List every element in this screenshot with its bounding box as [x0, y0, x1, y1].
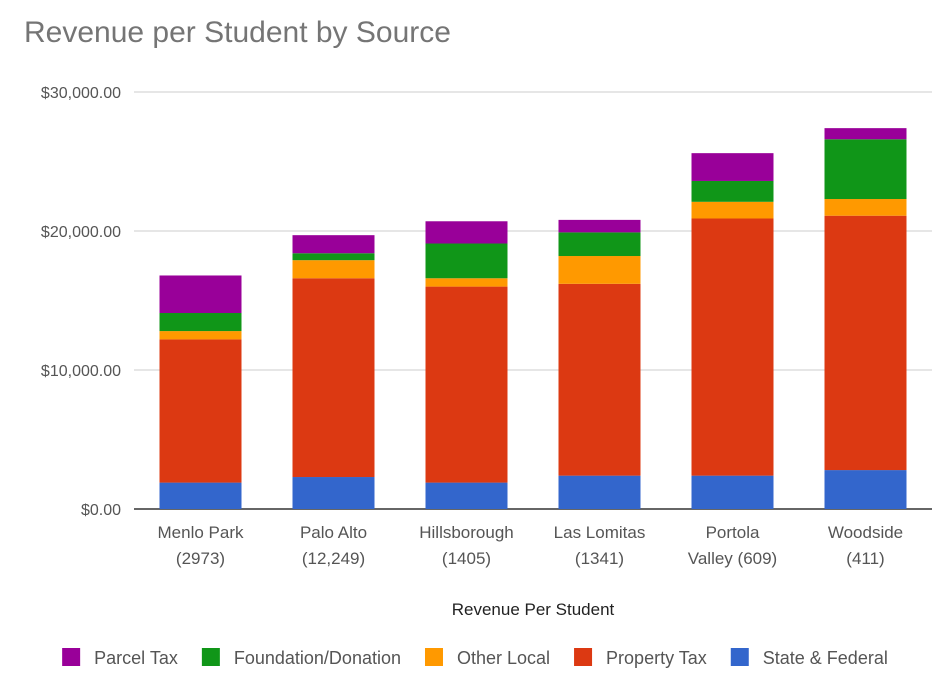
x-tick-label: (1341)	[575, 549, 624, 568]
bar-segment	[691, 180, 774, 202]
bar-segment	[824, 139, 907, 200]
bar-segment	[425, 482, 508, 509]
x-tick-label: Woodside	[828, 523, 903, 542]
legend-label: State & Federal	[763, 648, 888, 668]
bar-segment	[425, 286, 508, 483]
bar-segment	[824, 215, 907, 471]
bar-segment	[558, 283, 641, 476]
bar-segment	[159, 275, 242, 314]
bar-segment	[691, 201, 774, 219]
bar-segment	[292, 235, 375, 254]
bar-segment	[159, 482, 242, 509]
legend-label: Property Tax	[606, 648, 707, 668]
bar-segment	[558, 219, 641, 233]
bar-segment	[824, 128, 907, 140]
bar-segment	[824, 470, 907, 509]
x-tick-label: Menlo Park	[158, 523, 244, 542]
x-tick-label: Palo Alto	[300, 523, 367, 542]
y-tick-label: $0.00	[81, 502, 121, 519]
bar-segment	[425, 278, 508, 287]
bar-segment	[558, 256, 641, 284]
y-tick-label: $20,000.00	[41, 224, 121, 241]
bar-segment	[159, 331, 242, 340]
legend-label: Parcel Tax	[94, 648, 178, 668]
bar-segment	[292, 253, 375, 261]
legend-swatch	[62, 648, 81, 666]
legend-swatch	[201, 648, 220, 666]
legend-swatch	[574, 648, 593, 666]
bar-segment	[292, 260, 375, 279]
bar-segment	[159, 313, 242, 332]
legend-label: Other Local	[457, 648, 550, 668]
x-tick-label: (1405)	[442, 549, 491, 568]
chart-title: Revenue per Student by Source	[24, 16, 451, 49]
bar-segment	[691, 475, 774, 509]
legend-swatch	[730, 648, 749, 666]
bar-segment	[292, 477, 375, 509]
x-tick-label: Valley (609)	[688, 549, 777, 568]
bar-segment	[558, 232, 641, 257]
y-tick-label: $30,000.00	[41, 85, 121, 102]
bar-segment	[292, 278, 375, 478]
x-tick-label: (12,249)	[302, 549, 365, 568]
x-tick-label: Las Lomitas	[554, 523, 646, 542]
bar-segment	[691, 153, 774, 181]
legend-swatch	[424, 648, 443, 666]
x-tick-label: Portola	[706, 523, 760, 542]
bar-segment	[558, 475, 641, 509]
bar-segment	[824, 199, 907, 216]
bar-segment	[425, 221, 508, 244]
x-tick-label: Hillsborough	[419, 523, 514, 542]
bar-segment	[691, 218, 774, 476]
bar-segment	[159, 339, 242, 483]
bar-segment	[425, 243, 508, 279]
x-tick-label: (2973)	[176, 549, 225, 568]
x-tick-label: (411)	[846, 549, 884, 568]
legend-label: Foundation/Donation	[234, 648, 401, 668]
x-axis-label: Revenue Per Student	[452, 600, 615, 619]
y-tick-label: $10,000.00	[41, 363, 121, 380]
